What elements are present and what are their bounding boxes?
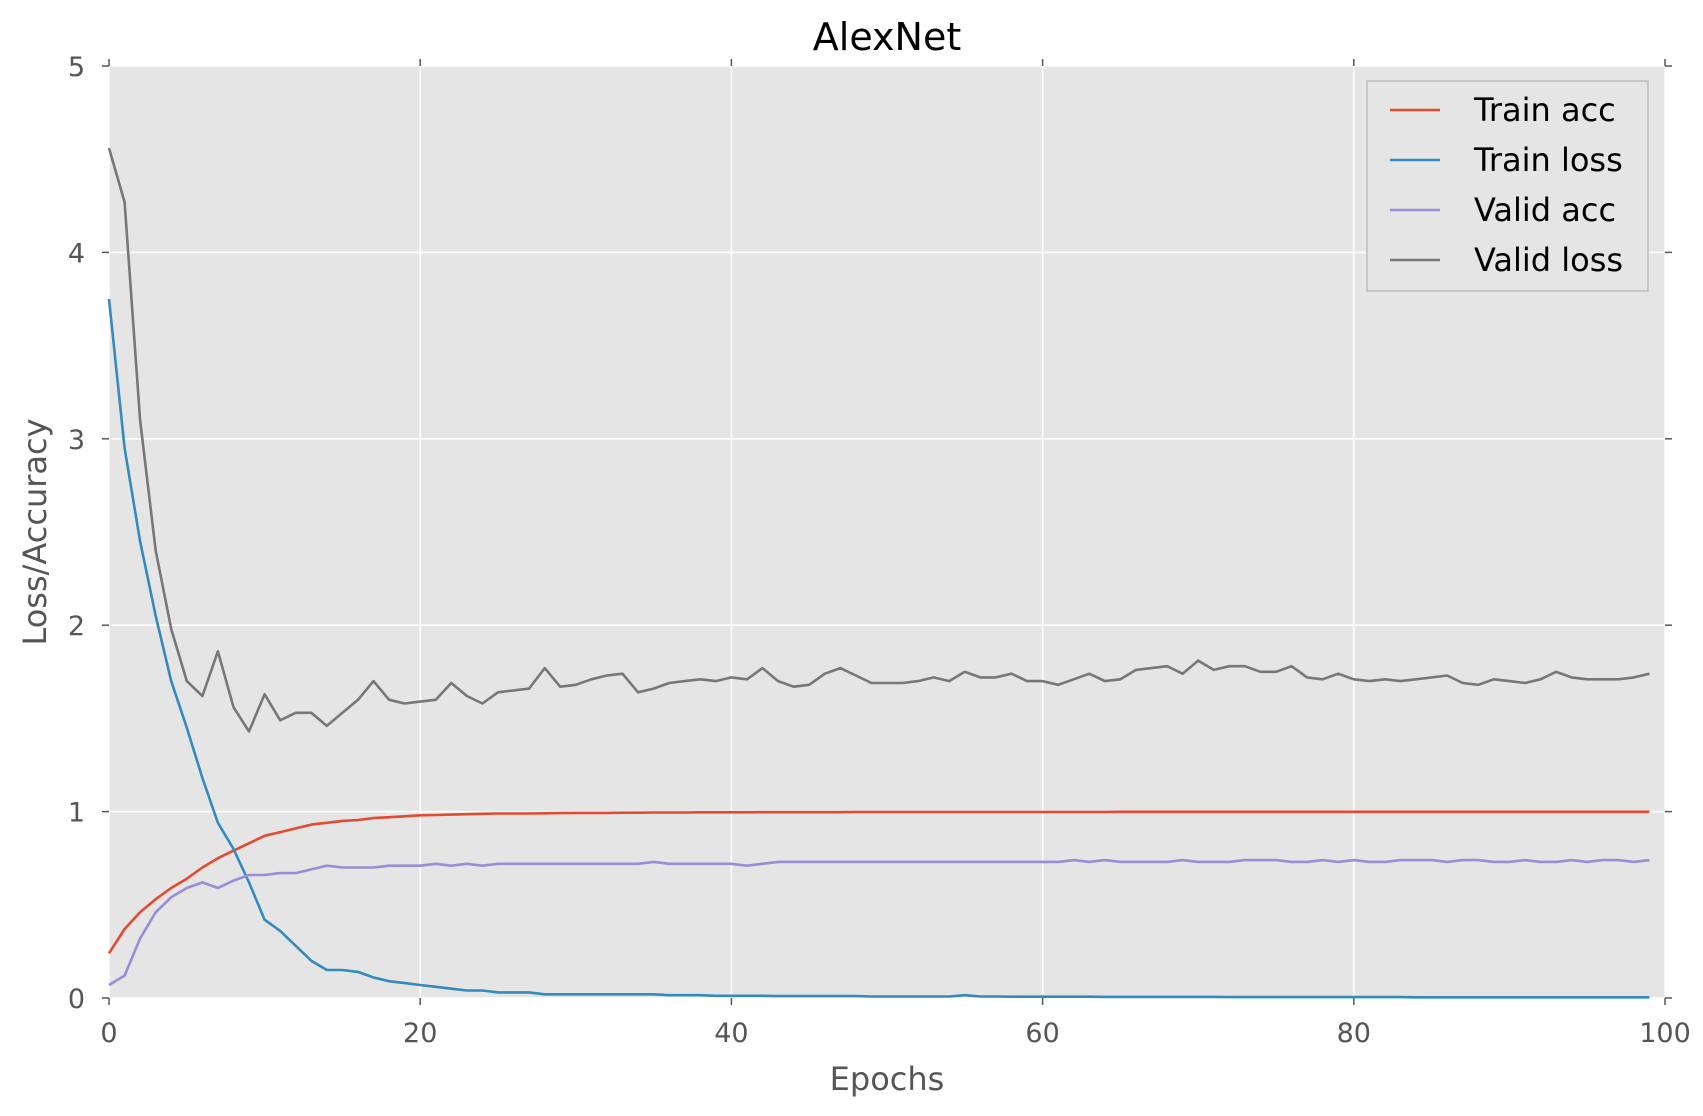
x-tick-label: 100 [1639, 1018, 1691, 1049]
x-axis-label: Epochs [830, 1060, 945, 1098]
y-tick-label: 0 [68, 984, 85, 1015]
series-lines [107, 147, 1650, 999]
x-tick-label: 0 [100, 1018, 117, 1049]
series-line-train-acc [107, 810, 1650, 955]
x-tick-label: 20 [403, 1018, 437, 1049]
x-tick-label: 40 [714, 1018, 748, 1049]
legend-label-valid-acc: Valid acc [1474, 191, 1616, 229]
y-tick-label: 2 [68, 611, 85, 642]
y-axis-label: Loss/Accuracy [16, 418, 54, 645]
x-tick-label: 60 [1025, 1018, 1059, 1049]
chart-title: AlexNet [813, 15, 961, 59]
legend-box [1366, 80, 1649, 292]
legend-label-train-loss: Train loss [1473, 141, 1623, 179]
series-line-train-loss [107, 298, 1650, 999]
y-tick-label: 4 [68, 238, 85, 269]
series-line-valid-loss [107, 147, 1650, 733]
axis-ticks: 0 20 40 60 80 100 0 1 2 3 4 5 [68, 52, 1691, 1049]
y-tick-label: 5 [68, 52, 85, 83]
legend-label-train-acc: Train acc [1473, 91, 1616, 129]
legend-label-valid-loss: Valid loss [1474, 241, 1623, 279]
series-line-valid-acc [108, 858, 1650, 987]
x-tick-label: 80 [1337, 1018, 1371, 1049]
y-tick-label: 1 [68, 798, 85, 829]
y-tick-label: 3 [68, 425, 85, 456]
legend: Train acc Train loss Valid acc Valid loss [1366, 80, 1649, 292]
